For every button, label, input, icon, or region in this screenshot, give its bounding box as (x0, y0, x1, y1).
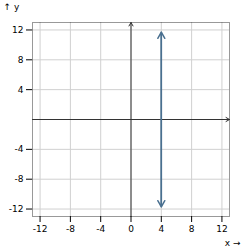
svg-text:-8: -8 (15, 174, 24, 184)
svg-text:8: 8 (189, 224, 195, 234)
svg-text:12: 12 (12, 25, 23, 35)
svg-text:x →: x → (225, 238, 241, 248)
svg-text:-4: -4 (15, 144, 24, 154)
svg-text:-4: -4 (96, 224, 105, 234)
svg-text:12: 12 (216, 224, 227, 234)
svg-text:↑ y: ↑ y (4, 2, 20, 12)
svg-text:-8: -8 (66, 224, 75, 234)
svg-text:-12: -12 (9, 204, 24, 214)
svg-text:4: 4 (158, 224, 164, 234)
svg-text:4: 4 (18, 85, 24, 95)
svg-text:-12: -12 (33, 224, 48, 234)
svg-text:0: 0 (128, 224, 134, 234)
svg-text:8: 8 (18, 55, 24, 65)
